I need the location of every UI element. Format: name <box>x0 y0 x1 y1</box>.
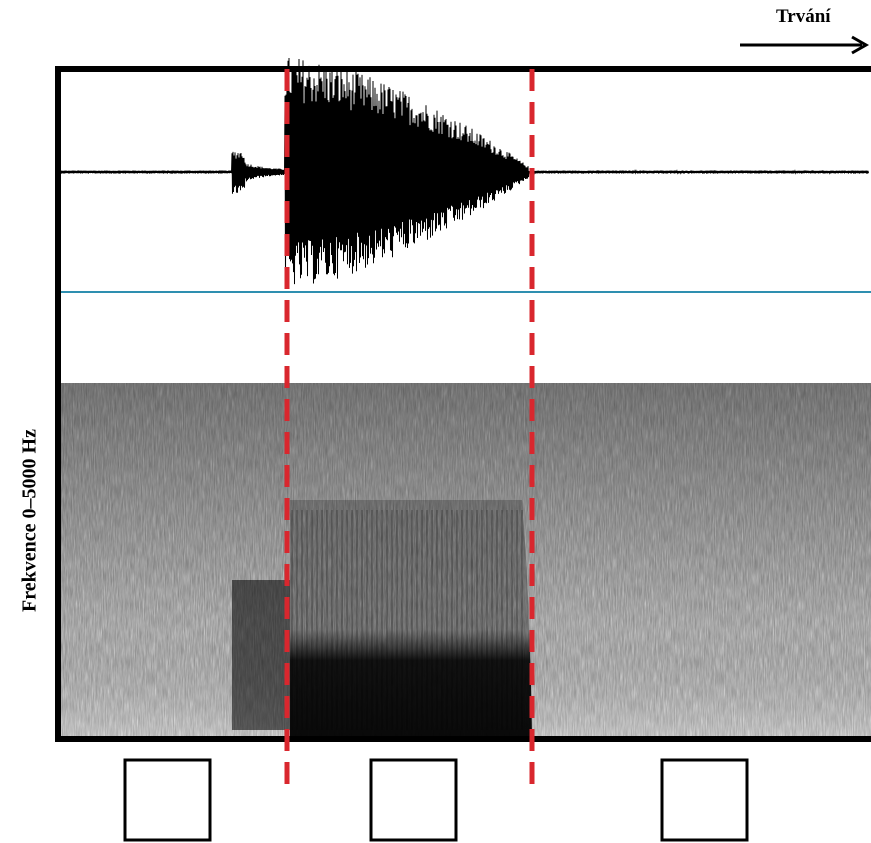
segment-box-3[interactable] <box>660 758 749 842</box>
vowel-dark-region <box>290 500 532 736</box>
burst-dark-region <box>232 580 290 730</box>
waveform-trace <box>59 57 869 285</box>
segment-box-2[interactable] <box>369 758 458 842</box>
waveform <box>59 57 869 285</box>
duration-axis-label: Trvání <box>776 6 831 27</box>
segment-box-1[interactable] <box>123 758 212 842</box>
spectrogram <box>58 383 871 736</box>
plot-frame <box>55 66 871 742</box>
voicing-striations <box>291 510 523 730</box>
frequency-axis-label: Frekvence 0–5000 Hz <box>18 429 41 612</box>
duration-arrow <box>740 35 870 55</box>
